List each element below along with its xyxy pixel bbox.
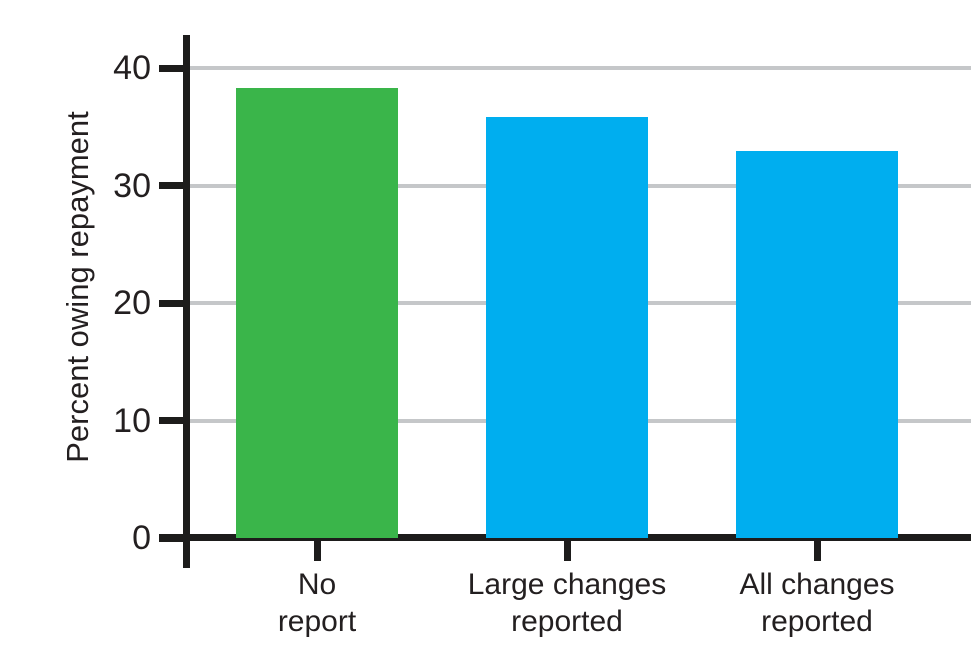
- x-axis-label-line: reported: [761, 605, 873, 638]
- y-axis-tick-label-20: 20: [113, 284, 151, 322]
- x-axis-label-all-changes-reported: All changes reported: [677, 566, 957, 640]
- x-axis-label-no-report: No report: [177, 566, 457, 640]
- x-axis-label-line: Large changes: [467, 568, 667, 601]
- x-axis-tick-no-report: [313, 538, 321, 561]
- y-axis-tick-label-0: 0: [132, 519, 151, 557]
- x-axis-label-line: No: [297, 568, 337, 601]
- y-axis-tick-0: [159, 534, 190, 542]
- y-axis-tick-10: [159, 417, 190, 424]
- x-axis-tick-large-changes-reported: [563, 538, 571, 561]
- x-axis-tick-all-changes-reported: [813, 538, 821, 561]
- y-axis-tick-label-10: 10: [113, 401, 151, 440]
- y-axis-tick-30: [159, 182, 190, 189]
- bar-large-changes-reported: [486, 117, 648, 538]
- y-axis-tick-label-30: 30: [113, 166, 151, 205]
- gridline-40: [190, 66, 971, 70]
- y-axis-tick-40: [159, 64, 190, 72]
- bar-no-report: [236, 87, 398, 538]
- x-axis-label-line: All changes: [739, 568, 895, 601]
- x-axis-label-line: reported: [511, 605, 623, 638]
- x-axis-label-line: report: [277, 605, 357, 638]
- bar-all-changes-reported: [736, 151, 898, 538]
- y-axis-tick-label-40: 40: [113, 49, 151, 87]
- y-axis-tick-20: [159, 299, 190, 307]
- x-axis-label-large-changes-reported: Large changes reported: [427, 566, 707, 640]
